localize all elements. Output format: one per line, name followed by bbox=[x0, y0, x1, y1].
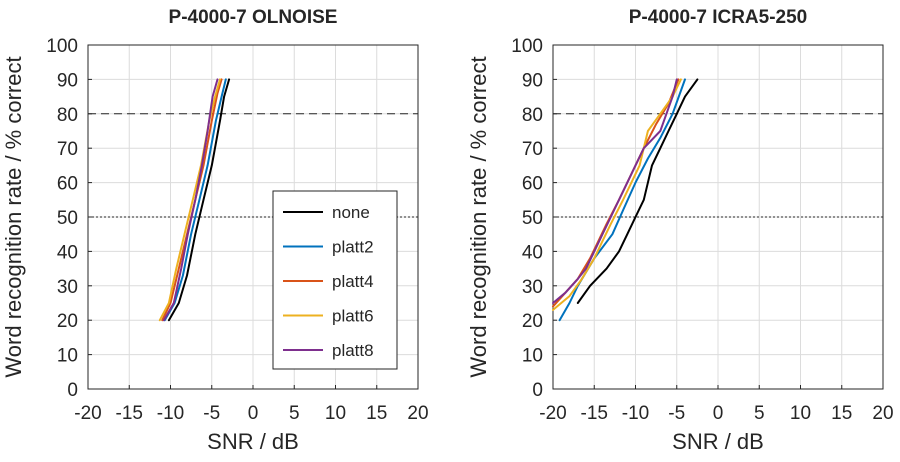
x-tick-label: -20 bbox=[539, 403, 566, 424]
y-tick-label: 70 bbox=[57, 139, 78, 160]
y-tick-label: 20 bbox=[522, 311, 543, 332]
x-tick-label: 20 bbox=[407, 403, 428, 424]
x-tick-label: -10 bbox=[622, 403, 649, 424]
series-line-platt6 bbox=[158, 78, 221, 322]
y-tick-label: 0 bbox=[532, 380, 543, 401]
legend-label-platt4: platt4 bbox=[332, 272, 374, 291]
x-tick-label: 10 bbox=[325, 403, 346, 424]
y-tick-label: 10 bbox=[522, 346, 543, 367]
y-tick-label: 100 bbox=[511, 36, 543, 57]
y-tick-label: 40 bbox=[522, 242, 543, 263]
x-axis-label: SNR / dB bbox=[207, 429, 299, 454]
y-tick-label: 60 bbox=[522, 174, 543, 195]
series-line-platt8 bbox=[162, 78, 219, 322]
y-tick-label: 30 bbox=[522, 277, 543, 298]
legend: none platt2 platt4 platt6 platt8 bbox=[272, 190, 398, 370]
x-tick-label: -5 bbox=[203, 403, 220, 424]
series-line-none bbox=[576, 78, 699, 304]
y-tick-label: 90 bbox=[522, 70, 543, 91]
x-tick-label: -15 bbox=[581, 403, 608, 424]
y-tick-label: 30 bbox=[57, 277, 78, 298]
x-tick-label: -5 bbox=[668, 403, 685, 424]
y-tick-label: 80 bbox=[57, 105, 78, 126]
y-tick-label: 50 bbox=[522, 208, 543, 229]
legend-label-none: none bbox=[332, 203, 370, 222]
y-axis-label: Word recognition rate / % correct bbox=[466, 56, 491, 377]
y-tick-label: 70 bbox=[522, 139, 543, 160]
x-tick-label: 15 bbox=[366, 403, 387, 424]
y-tick-label: 80 bbox=[522, 105, 543, 126]
y-tick-label: 0 bbox=[67, 380, 78, 401]
series-line-platt8 bbox=[552, 78, 678, 304]
x-tick-label: 5 bbox=[754, 403, 765, 424]
x-tick-label: 5 bbox=[289, 403, 300, 424]
y-axis-label: Word recognition rate / % correct bbox=[1, 56, 26, 377]
x-tick-label: 15 bbox=[831, 403, 852, 424]
y-tick-label: 100 bbox=[46, 36, 78, 57]
legend-label-platt8: platt8 bbox=[332, 341, 374, 360]
x-tick-label: -15 bbox=[116, 403, 143, 424]
x-tick-label: -10 bbox=[157, 403, 184, 424]
y-tick-label: 90 bbox=[57, 70, 78, 91]
x-tick-label: -20 bbox=[74, 403, 101, 424]
x-tick-label: 20 bbox=[872, 403, 893, 424]
x-tick-label: 0 bbox=[248, 403, 259, 424]
x-axis-label: SNR / dB bbox=[672, 429, 764, 454]
y-tick-label: 20 bbox=[57, 311, 78, 332]
chart-panel-2: -20 -15 -10 -5 0 5 10 15 20 0 10 20 30 40 50 60 70 80 90 10… bbox=[466, 7, 894, 454]
x-tick-label: 10 bbox=[790, 403, 811, 424]
series-line-platt6 bbox=[552, 78, 682, 311]
chart-title: P-4000-7 ICRA5-250 bbox=[629, 7, 807, 28]
y-tick-label: 10 bbox=[57, 346, 78, 367]
chart-title: P-4000-7 OLNOISE bbox=[169, 7, 338, 28]
series-line-none bbox=[167, 78, 231, 322]
y-tick-label: 60 bbox=[57, 174, 78, 195]
chart-panel-1: -20 -15 -10 -5 0 5 10 15 20 0 10 20 30 40 50 60 70 80 90 10… bbox=[1, 7, 429, 454]
series-line-platt2 bbox=[163, 78, 227, 322]
series-line-platt2 bbox=[558, 78, 686, 322]
y-tick-label: 50 bbox=[57, 208, 78, 229]
legend-label-platt2: platt2 bbox=[332, 238, 374, 257]
x-tick-label: 0 bbox=[713, 403, 724, 424]
legend-label-platt6: platt6 bbox=[332, 307, 374, 326]
y-tick-label: 40 bbox=[57, 242, 78, 263]
